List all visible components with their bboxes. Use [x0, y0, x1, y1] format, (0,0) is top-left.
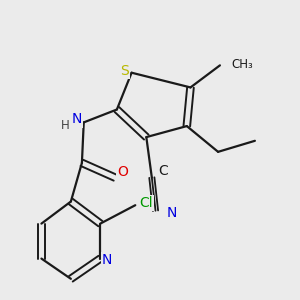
Text: N: N [102, 254, 112, 267]
Text: O: O [117, 165, 128, 179]
Text: C: C [158, 164, 168, 178]
Text: N: N [167, 206, 177, 220]
Text: Cl: Cl [139, 196, 152, 210]
Text: N: N [72, 112, 82, 127]
Text: H: H [61, 119, 70, 132]
Text: S: S [121, 64, 129, 78]
Text: CH₃: CH₃ [231, 58, 253, 71]
